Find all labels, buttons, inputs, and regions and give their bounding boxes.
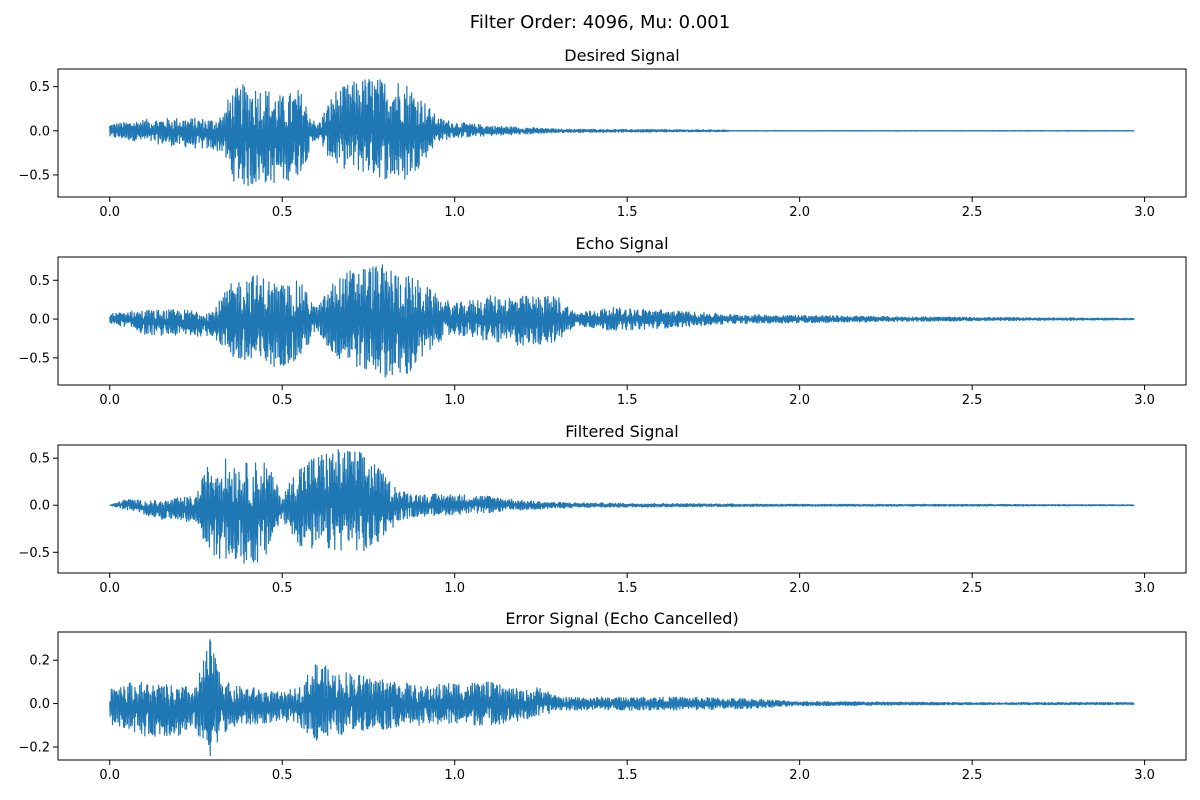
x-tick-label: 2.5 [962, 393, 983, 408]
y-tick-label: −0.5 [18, 546, 50, 561]
series-line [109, 78, 1135, 186]
series-line [109, 264, 1135, 378]
x-tick-label: 2.0 [789, 768, 810, 783]
subplot-title: Filtered Signal [565, 422, 679, 441]
subplot-2: Echo Signal 0.0 0.5 1.0 1.5 2.0 2.5 3.0 −0.5 0.0 0… [18, 234, 1187, 408]
y-tick-label: 0.2 [29, 654, 50, 669]
x-tick-label: 0.0 [99, 205, 120, 220]
x-tick-label: 1.5 [617, 205, 638, 220]
axes-frame [57, 444, 1187, 574]
y-tick-label: 0.5 [29, 80, 50, 95]
x-tick-label: 1.5 [617, 581, 638, 596]
y-tick-label: −0.5 [18, 168, 50, 183]
x-tick-label: 0.5 [272, 768, 293, 783]
subplot-title: Desired Signal [564, 46, 679, 65]
x-tick-label: 2.5 [962, 581, 983, 596]
y-tick-label: 0.0 [29, 124, 50, 139]
x-tick-label: 1.0 [444, 581, 465, 596]
y-tick-label: 0.0 [29, 313, 50, 328]
x-tick-label: 3.0 [1134, 581, 1155, 596]
y-tick-label: −0.2 [18, 740, 50, 755]
x-tick-label: 0.0 [99, 768, 120, 783]
y-tick-label: 0.0 [29, 697, 50, 712]
x-tick-label: 2.5 [962, 205, 983, 220]
x-tick-label: 2.0 [789, 205, 810, 220]
x-tick-label: 3.0 [1134, 393, 1155, 408]
x-tick-label: 2.5 [962, 768, 983, 783]
series-line [109, 639, 1135, 757]
x-tick-label: 3.0 [1134, 768, 1155, 783]
axes-frame [57, 68, 1187, 198]
x-tick-label: 1.0 [444, 205, 465, 220]
x-tick-label: 0.0 [99, 581, 120, 596]
y-tick-label: 0.0 [29, 499, 50, 514]
x-tick-label: 2.0 [789, 581, 810, 596]
axes-frame [57, 631, 1187, 761]
subplot-1: Desired Signal 0.0 0.5 1.0 1.5 2.0 2.5 3.0 −0.5 0… [18, 46, 1187, 220]
y-tick-label: −0.5 [18, 351, 50, 366]
axes-frame [57, 256, 1187, 386]
x-tick-label: 1.0 [444, 393, 465, 408]
y-tick-label: 0.5 [29, 452, 50, 467]
y-tick-label: 0.5 [29, 274, 50, 289]
x-tick-label: 0.5 [272, 205, 293, 220]
x-tick-label: 1.0 [444, 768, 465, 783]
x-tick-label: 3.0 [1134, 205, 1155, 220]
x-tick-label: 0.5 [272, 581, 293, 596]
subplot-title: Error Signal (Echo Cancelled) [505, 609, 738, 628]
figure-title: Filter Order: 4096, Mu: 0.001 [469, 12, 731, 33]
x-tick-label: 0.5 [272, 393, 293, 408]
x-tick-label: 0.0 [99, 393, 120, 408]
subplot-3: Filtered Signal 0.0 0.5 1.0 1.5 2.0 2.5 3.0 −0.5… [18, 422, 1187, 596]
subplot-4: Error Signal (Echo Cancelled) 0.0 0.5 1.0 1.… [18, 609, 1187, 783]
x-tick-label: 2.0 [789, 393, 810, 408]
series-line [109, 449, 1135, 564]
x-tick-label: 1.5 [617, 768, 638, 783]
subplot-title: Echo Signal [575, 234, 668, 253]
x-tick-label: 1.5 [617, 393, 638, 408]
